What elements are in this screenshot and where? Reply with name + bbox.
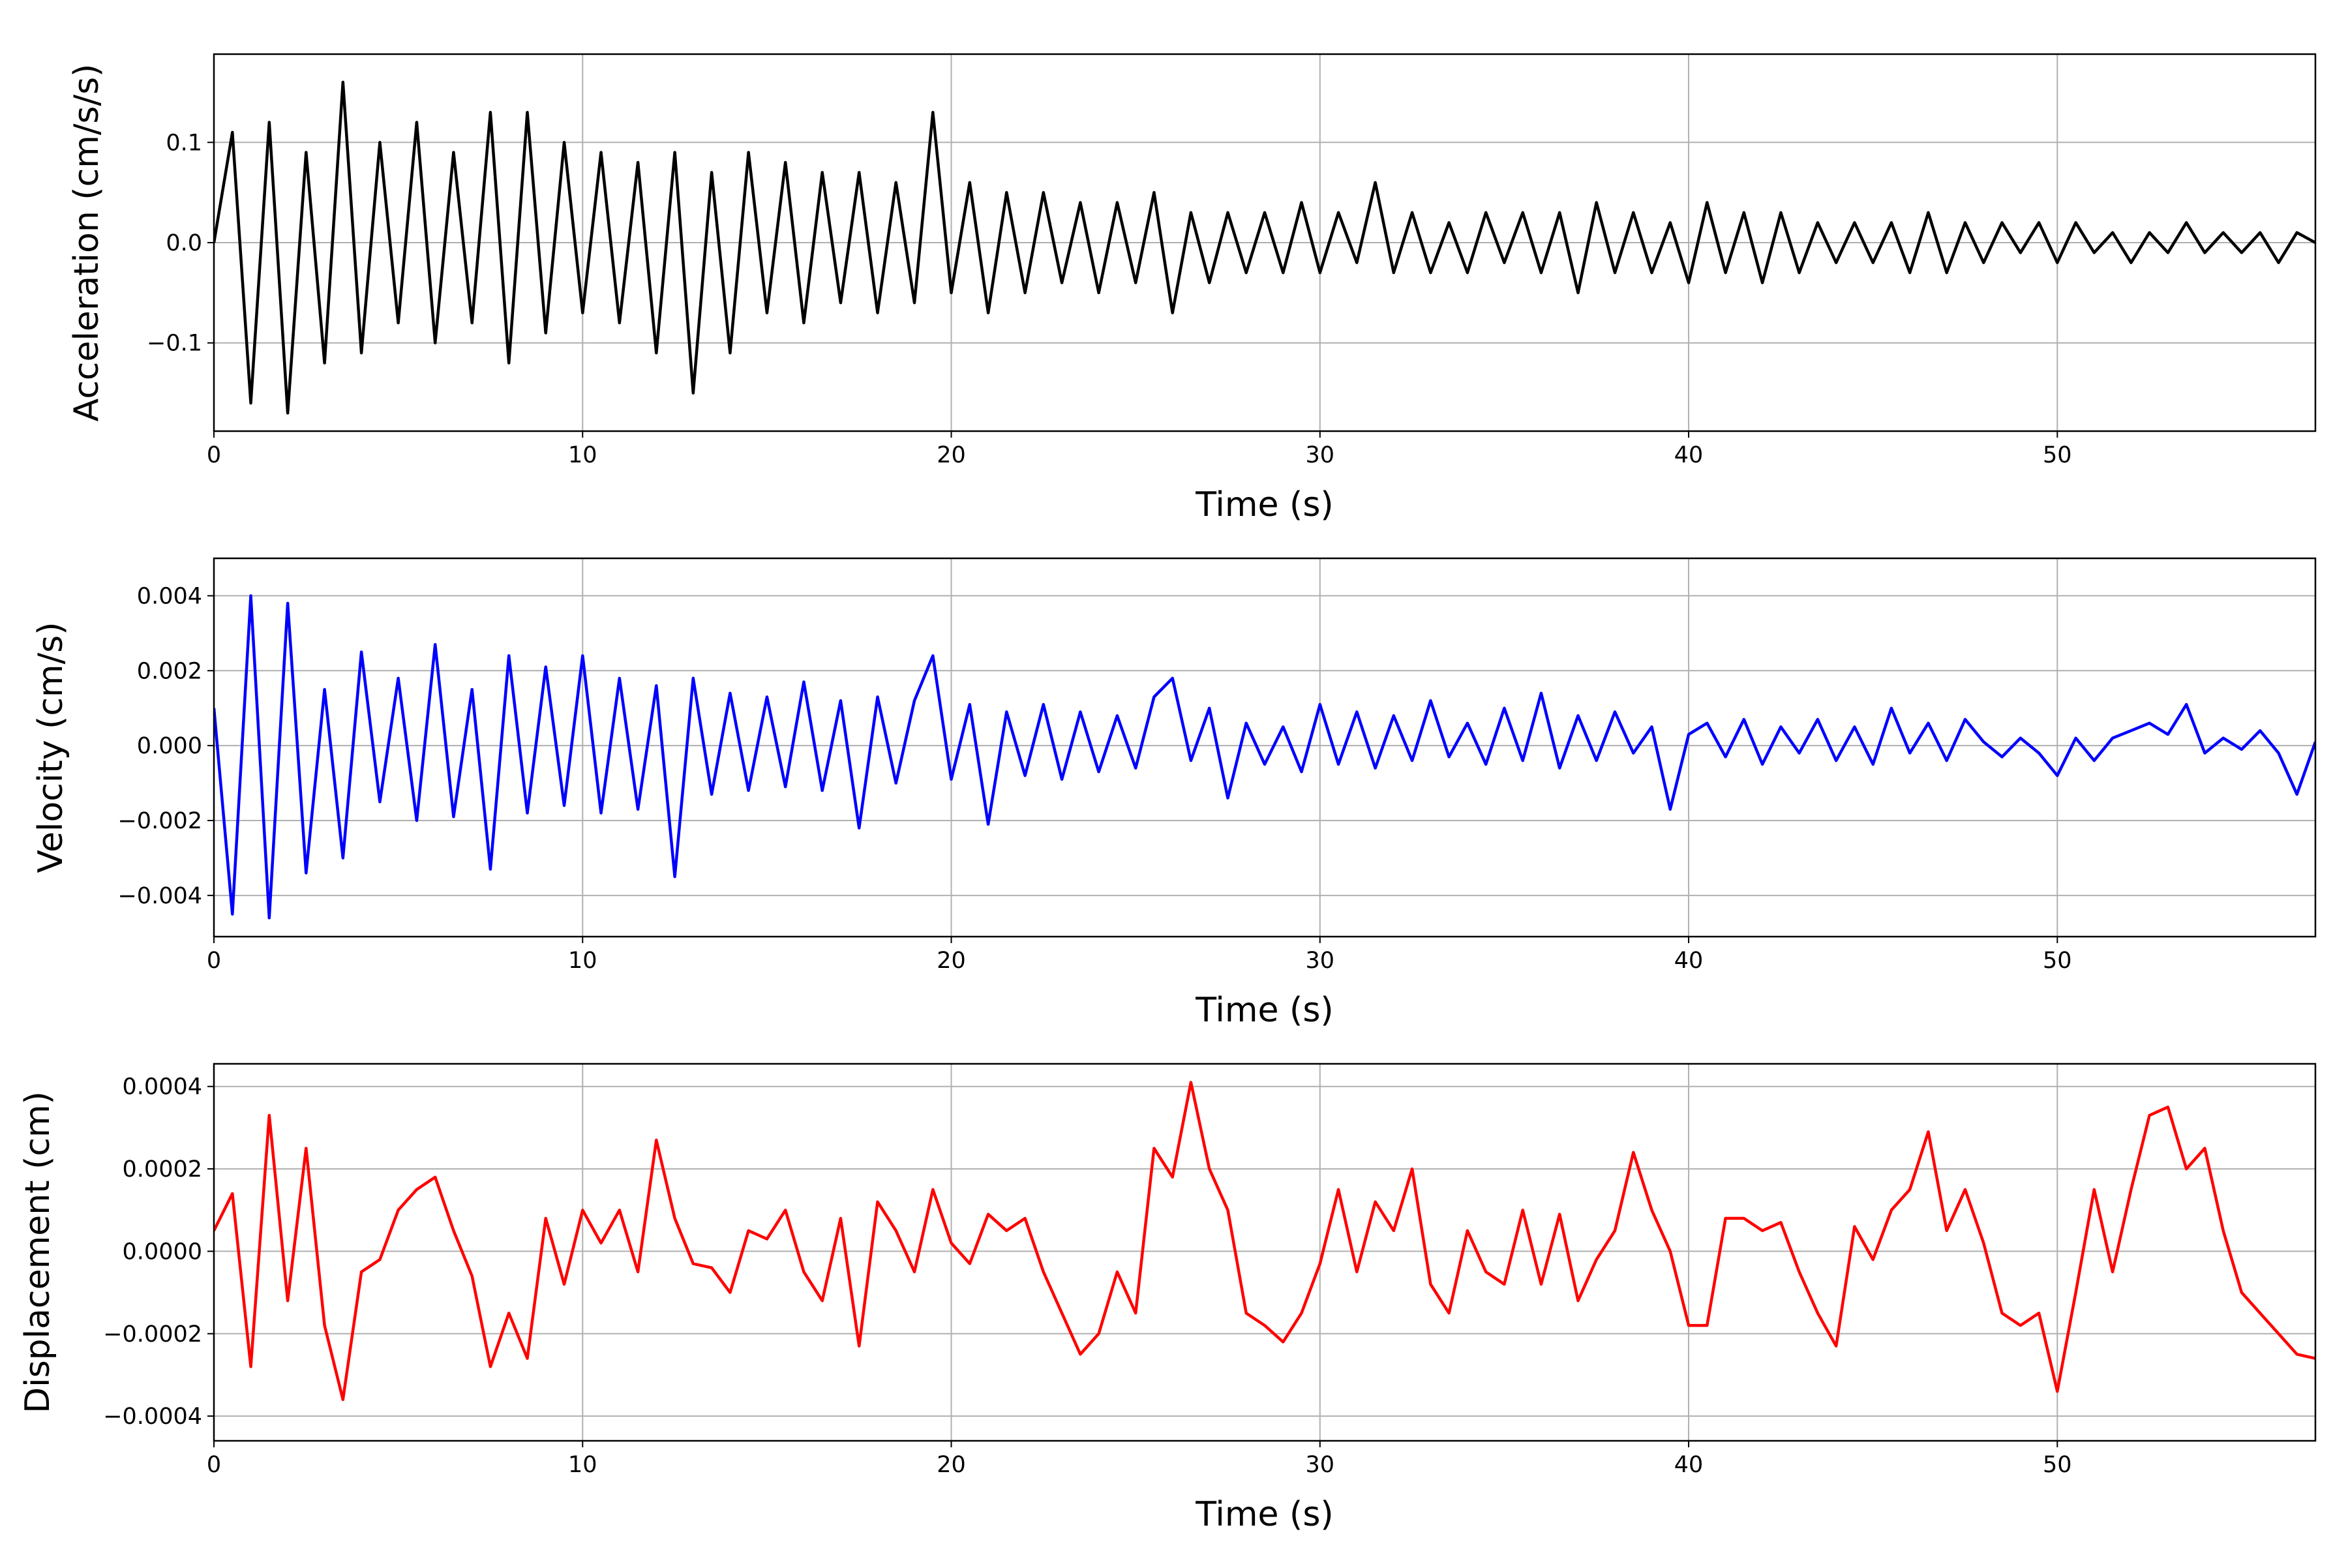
y-axis-label: Displacement (cm) <box>18 1091 57 1413</box>
x-tick-label: 50 <box>2043 948 2072 974</box>
x-tick-label: 0 <box>207 948 221 974</box>
x-axis-label: Time (s) <box>1195 991 1333 1030</box>
y-tick-label: −0.004 <box>117 883 202 909</box>
x-tick-label: 50 <box>2043 1452 2072 1478</box>
data-line <box>214 1081 2315 1402</box>
y-tick-label: 0.0 <box>166 230 202 256</box>
x-tick-label: 40 <box>1674 442 1704 468</box>
x-tick-label: 0 <box>207 1452 221 1478</box>
y-tick-label: 0.002 <box>137 658 202 684</box>
data-line <box>214 594 2315 920</box>
x-tick-label: 30 <box>1306 442 1335 468</box>
y-tick-label: 0.000 <box>137 733 202 759</box>
y-tick-label: 0.1 <box>166 130 202 156</box>
data-line <box>214 80 2315 415</box>
y-tick-label: 0.0004 <box>123 1074 202 1100</box>
x-tick-label: 10 <box>568 442 597 468</box>
plot-frame <box>213 557 2317 938</box>
y-tick-label: −0.1 <box>147 331 202 357</box>
x-axis-label: Time (s) <box>1195 485 1333 524</box>
y-tick-label: −0.0004 <box>103 1404 202 1430</box>
x-tick-label: 30 <box>1306 1452 1335 1478</box>
x-tick-label: 0 <box>207 442 221 468</box>
x-tick-label: 30 <box>1306 948 1335 974</box>
x-tick-label: 20 <box>937 442 966 468</box>
y-tick-label: −0.0002 <box>103 1321 202 1348</box>
y-axis-label: Acceleration (cm/s/s) <box>67 64 106 422</box>
y-axis-label: Velocity (cm/s) <box>31 622 70 873</box>
y-tick-label: 0.004 <box>137 583 202 609</box>
x-tick-label: 40 <box>1674 948 1704 974</box>
x-tick-label: 10 <box>568 948 597 974</box>
plot-frame <box>213 53 2317 432</box>
x-tick-label: 20 <box>937 1452 966 1478</box>
x-tick-label: 50 <box>2043 442 2072 468</box>
x-tick-label: 20 <box>937 948 966 974</box>
y-tick-label: 0.0000 <box>123 1239 202 1265</box>
plot-frame <box>213 1063 2317 1442</box>
x-axis-label: Time (s) <box>1195 1495 1333 1534</box>
x-tick-label: 10 <box>568 1452 597 1478</box>
y-tick-label: 0.0002 <box>123 1156 202 1183</box>
x-tick-label: 40 <box>1674 1452 1704 1478</box>
y-tick-label: −0.002 <box>117 808 202 834</box>
